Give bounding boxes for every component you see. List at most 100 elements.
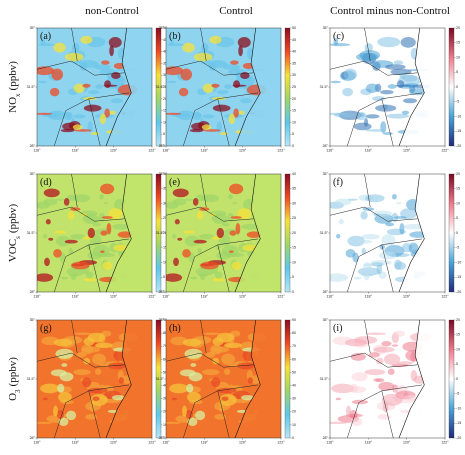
colorbar-tick-label: 80 [292,331,296,335]
colorbar-tick-label: -5 [456,246,459,250]
colorbar [284,27,291,147]
x-tick-label: 116° [326,294,334,298]
y-tick-label: 28° [323,436,329,440]
colorbar-tick-label: 20 [456,318,460,322]
colorbar [448,319,455,439]
colorbar-tick-label: 30 [292,73,296,77]
colorbar [448,173,455,293]
x-tick-label: 116° [33,294,41,298]
y-tick-label: 35° [323,172,329,176]
column-title: Control minus non-Control [330,5,450,17]
colorbar-tick-label: 10 [456,347,460,351]
x-tick-label: 120° [239,148,247,152]
colorbar-tick-label: 35 [292,187,296,191]
colorbar-tick-label: 5 [163,275,165,279]
colorbar-tick-label: 5 [292,275,294,279]
y-tick-label: 28° [30,144,36,148]
colorbar-tick-label: 10 [163,423,167,427]
colorbar-tick-label: 0 [292,290,294,294]
colorbar-tick-label: 20 [292,231,296,235]
x-tick-label: 118° [365,294,373,298]
x-tick-label: 118° [201,148,209,152]
colorbar-tick-label: 15 [292,246,296,250]
colorbar-tick-label: 5 [163,132,165,136]
y-tick-label: 31.5° [156,231,165,235]
colorbar-tick-label: 40 [163,384,167,388]
x-tick-label: 120° [239,440,247,444]
panel-label: (b) [169,31,181,42]
colorbar-tick-label: 15 [456,41,460,45]
y-tick-label: 28° [323,144,329,148]
colorbar-tick-label: 20 [163,97,167,101]
x-tick-label: 122° [148,294,156,298]
x-tick-label: 116° [33,440,41,444]
map-panel: (b) 116° 118° 120° 122° 28° 31.5° 35° 0 5 10 15 20 25… [156,26,296,153]
colorbar-tick-label: 0 [456,231,458,235]
x-tick-label: 118° [365,440,373,444]
colorbar-tick-label: -15 [456,129,461,133]
colorbar-tick-label: 10 [163,260,167,264]
x-tick-label: 118° [72,294,80,298]
colorbar-tick-label: 20 [292,410,296,414]
y-tick-label: 31.5° [27,377,36,381]
x-tick-label: 120° [403,440,411,444]
map-panel: (a)116° 118° 120° 122°28°31.5°35°0510152025… [27,26,167,153]
colorbar-tick-label: 70 [292,344,296,348]
x-tick-label: 122° [441,294,449,298]
y-tick-label: 31.5° [320,231,329,235]
colorbar-tick-label: 50 [163,370,167,374]
colorbar-tick-label: 45 [292,38,296,42]
y-tick-label: 35° [159,318,165,322]
colorbar [448,27,455,147]
colorbar-tick-label: 30 [163,201,167,205]
colorbar-tick-label: 60 [163,357,167,361]
colorbar [284,173,291,293]
x-tick-label: 120° [403,294,411,298]
colorbar-tick-label: 0 [163,290,165,294]
colorbar-tick-label: 40 [163,50,167,54]
x-tick-label: 118° [72,440,80,444]
map-field [166,174,281,292]
colorbar-tick-label: 35 [292,61,296,65]
x-tick-label: 118° [365,148,373,152]
colorbar-tick-label: -20 [456,436,461,440]
colorbar-tick-label: 20 [163,410,167,414]
map-panel: (f) 116° 118° 120° 122° 28° 31.5° 35° -20 -15 -10 -… [320,172,462,299]
colorbar-tick-label: 25 [163,216,167,220]
colorbar-tick-label: -10 [456,406,461,410]
colorbar-tick-label: 15 [456,333,460,337]
colorbar-tick-label: 5 [292,132,294,136]
x-tick-label: 116° [33,148,41,152]
colorbar-tick-label: 5 [456,362,458,366]
x-tick-label: 116° [326,148,334,152]
colorbar-tick-label: 80 [163,331,167,335]
colorbar [284,319,291,439]
colorbar-tick-label: 0 [163,144,165,148]
colorbar-tick-label: 10 [163,120,167,124]
colorbar-tick-label: 50 [292,370,296,374]
x-tick-label: 120° [403,148,411,152]
x-tick-label: 118° [201,440,209,444]
x-tick-label: 120° [110,440,118,444]
y-tick-label: 35° [323,318,329,322]
map-panel: (i) 116° 118° 120° 122° 28° 31.5° 35° -20 -15 -10 -… [320,318,462,445]
map-panel: (e) 116° 118° 120° 122° 28° 31.5° 35° 0 5 10 15 20 25… [156,172,296,299]
panel-label: (a) [40,31,51,42]
y-tick-label: 35° [30,318,36,322]
y-tick-label: 31.5° [27,85,36,89]
colorbar-tick-label: 70 [163,344,167,348]
y-tick-label: 31.5° [320,377,329,381]
x-tick-label: 120° [110,294,118,298]
colorbar-tick-label: 0 [163,436,165,440]
map-panel: (d)116° 118° 120° 122°28°31.5°35°0510152025… [27,172,167,299]
colorbar-tick-label: -5 [456,100,459,104]
colorbar-tick-label: -20 [456,144,461,148]
map-field [330,28,445,146]
colorbar-tick-label: -15 [456,421,461,425]
colorbar-tick-label: -5 [456,392,459,396]
y-tick-label: 31.5° [156,377,165,381]
y-tick-label: 28° [159,144,165,148]
colorbar-tick-label: 20 [292,97,296,101]
x-tick-label: 122° [277,148,285,152]
panel-label: (i) [333,323,342,334]
